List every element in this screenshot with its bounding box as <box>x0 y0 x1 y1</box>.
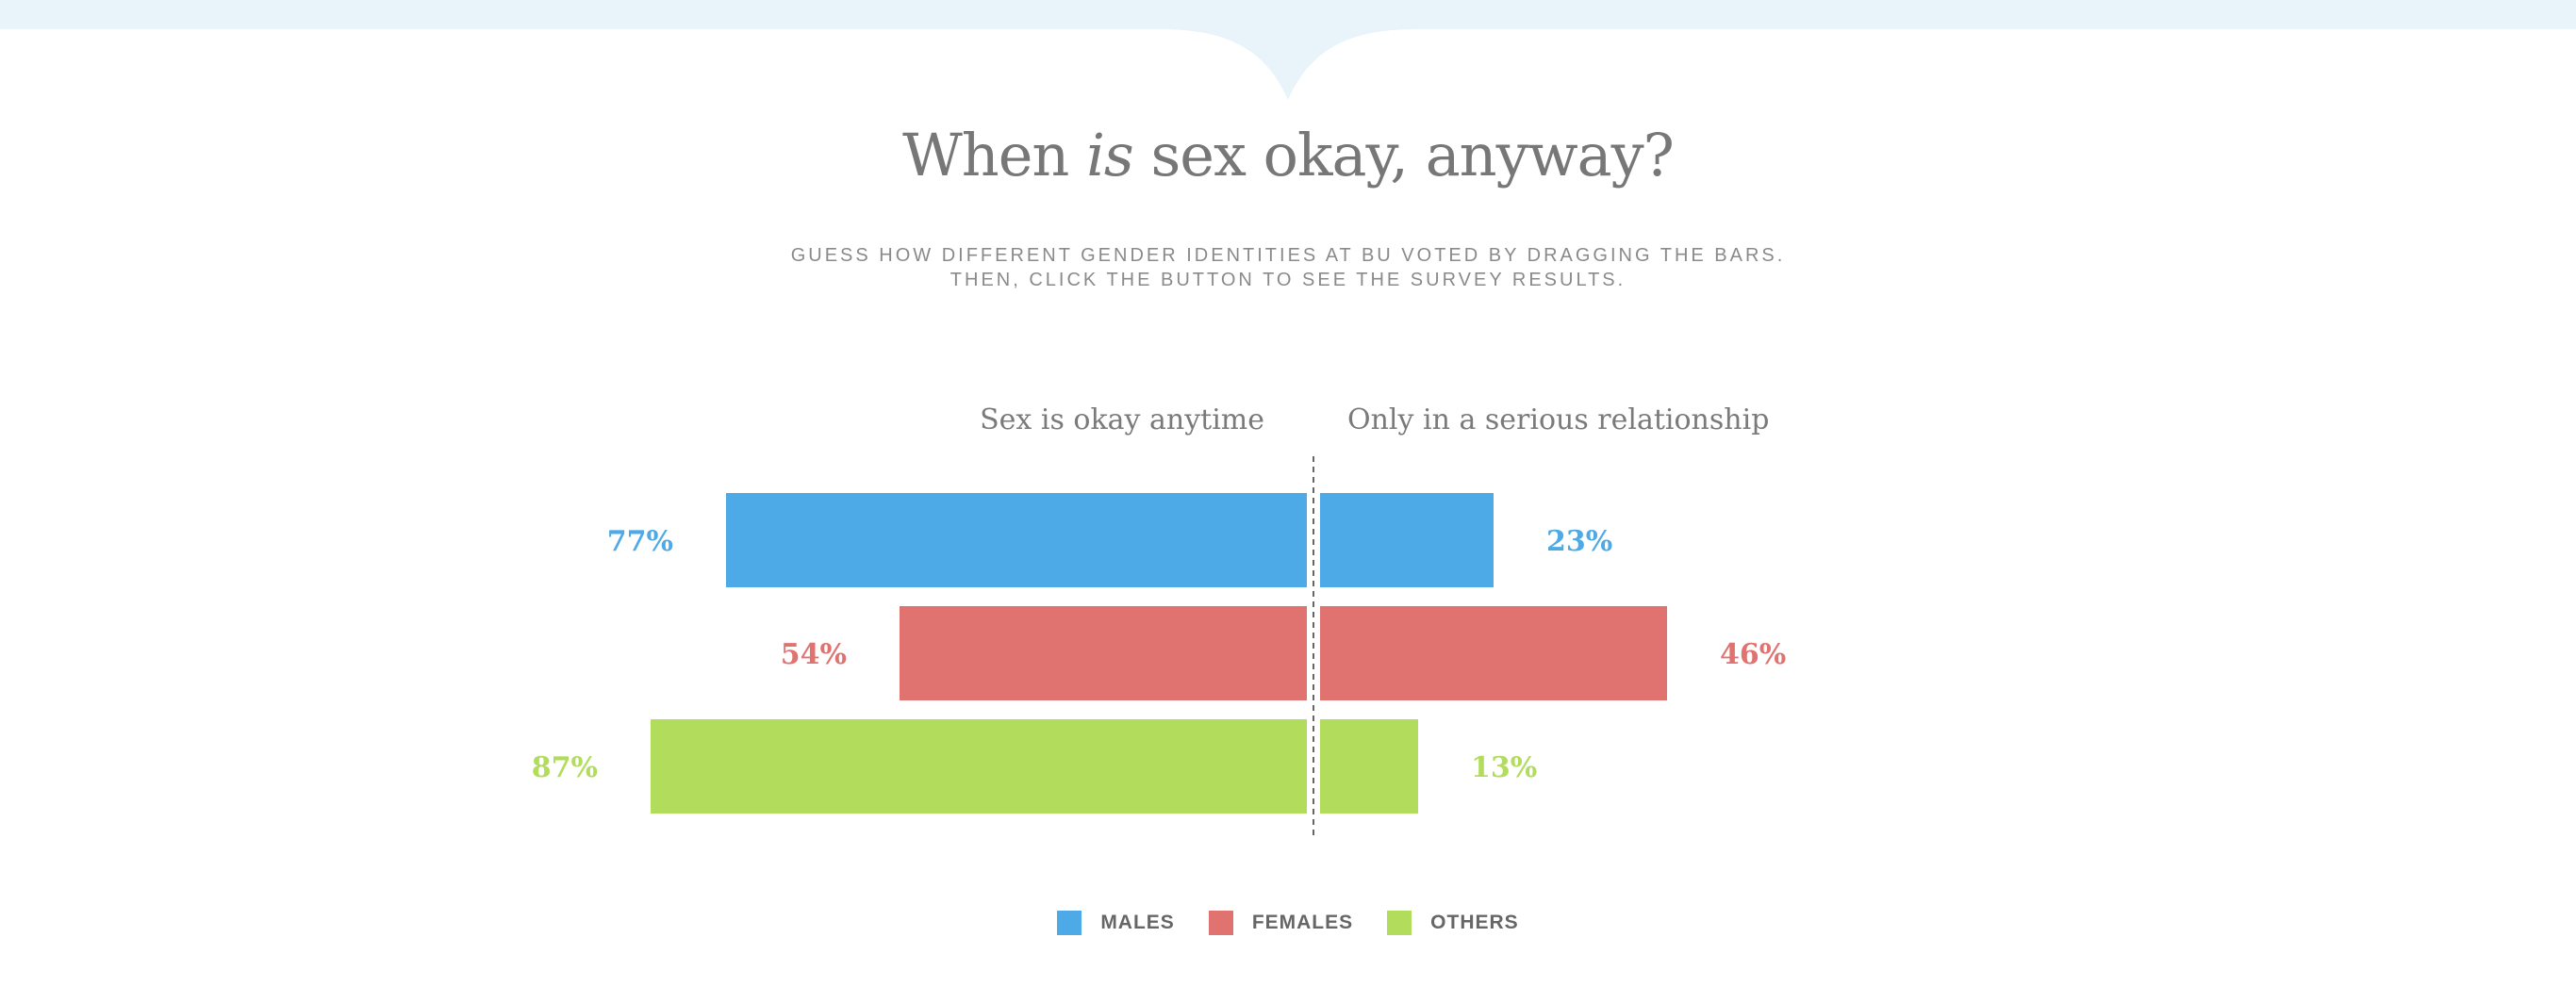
legend-label-males: MALES <box>1100 912 1175 933</box>
value-label-right-females: 46% <box>1720 638 1786 671</box>
legend-item-females: FEMALES <box>1208 911 1354 935</box>
legend-swatch-males <box>1057 911 1082 935</box>
legend-swatch-others <box>1387 911 1412 935</box>
left-column-header: Sex is okay anytime <box>980 403 1264 436</box>
legend-swatch-females <box>1208 911 1233 935</box>
bar-left-females[interactable] <box>900 606 1307 700</box>
instruction-line-1: GUESS HOW DIFFERENT GENDER IDENTITIES AT… <box>790 245 1786 266</box>
bar-right-others[interactable] <box>1320 719 1418 814</box>
value-label-left-others: 87% <box>532 751 598 784</box>
value-label-right-others: 13% <box>1471 751 1537 784</box>
right-column-header: Only in a serious relationship <box>1347 403 1770 436</box>
bar-left-males[interactable] <box>726 493 1307 587</box>
value-label-left-females: 54% <box>781 638 847 671</box>
value-label-left-males: 77% <box>607 525 673 558</box>
legend: MALES FEMALES OTHERS <box>0 911 2576 935</box>
page-title: When is sex okay, anyway? <box>902 121 1675 189</box>
legend-label-others: OTHERS <box>1430 912 1519 933</box>
instruction-line-2: THEN, CLICK THE BUTTON TO SEE THE SURVEY… <box>949 270 1627 290</box>
value-label-right-males: 23% <box>1546 525 1612 558</box>
legend-label-females: FEMALES <box>1251 912 1354 933</box>
legend-item-males: MALES <box>1057 911 1175 935</box>
bar-right-females[interactable] <box>1320 606 1667 700</box>
bar-right-males[interactable] <box>1320 493 1494 587</box>
legend-item-others: OTHERS <box>1387 911 1519 935</box>
bar-left-others[interactable] <box>651 719 1307 814</box>
top-notch-decoration <box>1160 0 1416 100</box>
